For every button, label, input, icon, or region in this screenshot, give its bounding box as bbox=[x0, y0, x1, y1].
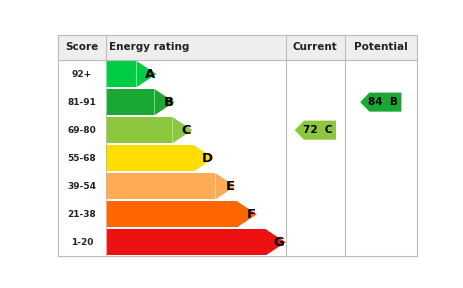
Text: Current: Current bbox=[293, 42, 338, 52]
Polygon shape bbox=[137, 61, 156, 87]
Text: 81-91: 81-91 bbox=[68, 98, 96, 107]
Bar bbox=[106, 145, 194, 171]
Text: C: C bbox=[182, 124, 191, 137]
Text: F: F bbox=[247, 208, 256, 221]
Polygon shape bbox=[295, 121, 336, 140]
Bar bbox=[106, 173, 215, 199]
Polygon shape bbox=[194, 145, 214, 171]
Polygon shape bbox=[155, 89, 175, 115]
Text: 72  C: 72 C bbox=[303, 125, 332, 135]
Polygon shape bbox=[172, 117, 193, 143]
Text: 21-38: 21-38 bbox=[68, 210, 96, 219]
Text: Potential: Potential bbox=[354, 42, 408, 52]
Text: 69-80: 69-80 bbox=[68, 126, 96, 135]
Text: 39-54: 39-54 bbox=[68, 182, 97, 191]
Polygon shape bbox=[215, 173, 236, 199]
Text: 55-68: 55-68 bbox=[68, 154, 96, 163]
Text: Energy rating: Energy rating bbox=[109, 42, 189, 52]
Polygon shape bbox=[266, 229, 286, 255]
Text: B: B bbox=[163, 96, 174, 109]
Text: 1-20: 1-20 bbox=[71, 238, 93, 247]
Text: G: G bbox=[274, 236, 285, 249]
Bar bbox=[106, 61, 137, 87]
Bar bbox=[106, 117, 172, 143]
Text: Score: Score bbox=[65, 42, 99, 52]
Text: E: E bbox=[225, 180, 234, 193]
Text: 92+: 92+ bbox=[72, 70, 92, 79]
Text: D: D bbox=[202, 152, 213, 165]
Bar bbox=[106, 229, 266, 255]
Polygon shape bbox=[237, 201, 257, 228]
Bar bbox=[106, 89, 155, 115]
Text: 84  B: 84 B bbox=[368, 97, 398, 107]
Text: A: A bbox=[145, 68, 156, 81]
Bar bbox=[58, 35, 417, 60]
Polygon shape bbox=[360, 92, 401, 112]
Bar bbox=[106, 201, 237, 228]
